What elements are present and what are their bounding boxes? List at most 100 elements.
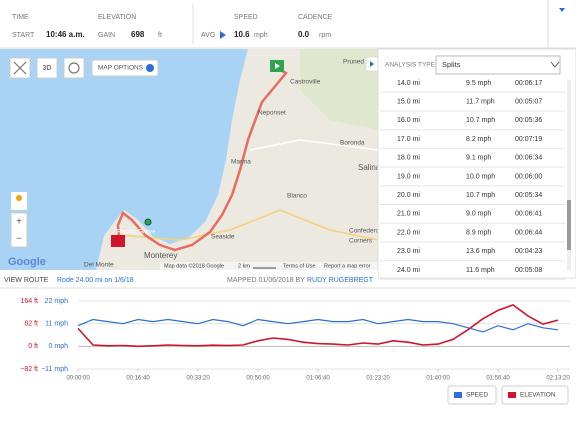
route-line	[116, 66, 288, 252]
label: CADENCE	[298, 14, 333, 21]
end-marker[interactable]	[111, 235, 125, 247]
legend-button[interactable]	[447, 385, 497, 405]
fullscreen-icon	[13, 61, 27, 75]
legend-button[interactable]	[501, 385, 569, 405]
pegman-icon	[16, 195, 22, 201]
label: START	[12, 32, 35, 39]
cell: 00:06:00	[515, 173, 542, 180]
cell: 00:05:34	[515, 192, 542, 199]
place: Salina	[358, 163, 381, 172]
scrollbar-track[interactable]	[567, 80, 571, 270]
unit: ft	[158, 32, 162, 39]
road	[249, 139, 379, 151]
cell: 8.2 mph	[466, 136, 491, 143]
toggle-icon	[370, 61, 374, 67]
attribution: Map data ©2018 Google	[164, 262, 224, 269]
water	[0, 49, 248, 270]
place: Monterey	[144, 251, 177, 260]
legend-swatch	[508, 392, 516, 398]
unit: mph	[254, 32, 268, 39]
rotate-icon	[68, 62, 80, 74]
cell: 22.0 mi	[397, 229, 420, 236]
legend-label: ELEVATION	[520, 392, 556, 399]
place: Blanco	[287, 193, 307, 200]
place: Boronda	[340, 140, 365, 147]
y2-tick-label: 11 mph	[45, 321, 68, 328]
attribution-bar	[160, 262, 378, 270]
y2-tick-label: 22 mph	[45, 298, 68, 305]
cell: 9.5 mph	[466, 80, 491, 87]
cell: 14.0 mi	[397, 80, 420, 87]
select-arrow	[550, 61, 560, 68]
cell: 24.0 mi	[397, 267, 420, 274]
y-tick-label: −82 ft	[20, 366, 38, 373]
y-tick-label: 0 ft	[28, 343, 38, 350]
button-label: MAP OPTIONS	[98, 65, 144, 72]
cell: 00:05:36	[515, 117, 542, 124]
place: Confedera	[349, 228, 380, 235]
expand-icon[interactable]	[220, 31, 226, 39]
label: ELEVATION	[98, 14, 136, 21]
x-tick-label: 01:06:40	[306, 376, 330, 382]
cell: 00:04:23	[515, 248, 542, 255]
view-route[interactable]: VIEW ROUTE	[4, 277, 49, 284]
map-options-button[interactable]	[91, 59, 159, 77]
place: Del Monte	[84, 262, 114, 269]
dropdown-icon	[146, 64, 154, 72]
place: Pruned	[343, 59, 364, 66]
road	[119, 209, 379, 241]
zoom-out[interactable]: −	[16, 234, 22, 245]
label: ANALYSIS TYPE:	[385, 62, 437, 69]
cell: 10.7 mph	[466, 192, 495, 199]
collapse-icon[interactable]	[559, 8, 565, 12]
series-line	[77, 304, 559, 348]
ride-link[interactable]: Rode 24.00 mi on 1/6/18	[57, 277, 134, 284]
zoom-in[interactable]: +	[16, 217, 22, 228]
cell: 10.7 mph	[466, 117, 495, 124]
select-value: Splits	[442, 60, 461, 69]
3d-button[interactable]	[36, 57, 58, 79]
cell: 11.6 mph	[466, 267, 495, 274]
park	[300, 49, 378, 130]
mapped: MAPPED 01/06/2018 BY	[227, 277, 305, 284]
x-tick-label: 01:40:00	[426, 376, 450, 382]
label: TIME	[12, 14, 29, 21]
start-icon	[275, 63, 280, 69]
button-label: 3D	[43, 65, 52, 72]
scrollbar-thumb[interactable]	[567, 200, 571, 250]
place: Neponset	[258, 110, 286, 117]
cell: 00:06:17	[515, 80, 542, 87]
cell: 20.0 mi	[397, 192, 420, 199]
unit: rpm	[319, 32, 331, 39]
place: Pacific Grove	[117, 229, 156, 236]
report-link[interactable]: Report a map error	[324, 263, 371, 269]
value: 10.6	[234, 30, 250, 39]
map-logo: Google	[8, 256, 46, 268]
cell: 8.9 mph	[466, 229, 491, 236]
x-tick-label: 00:16:40	[126, 376, 150, 382]
rotate-button[interactable]	[63, 57, 85, 79]
zoom-control[interactable]	[10, 212, 28, 248]
pin	[144, 218, 152, 226]
y-tick-label: 164 ft	[20, 298, 38, 305]
x-tick-label: 02:13:20	[546, 376, 570, 382]
value: 698	[131, 30, 145, 39]
author-link[interactable]: RUDY RUGEBREGT	[307, 277, 374, 284]
y-tick-label: 82 ft	[24, 321, 38, 328]
terms-link[interactable]: Terms of Use	[283, 263, 315, 269]
cell: 13.6 mph	[466, 248, 495, 255]
header	[0, 0, 576, 48]
map[interactable]: 3D MAP OPTIONS + − Pruned Castroville Ne…	[0, 49, 381, 270]
series-line	[77, 318, 559, 333]
cell: 9.1 mph	[466, 155, 491, 162]
chart: −82 ft 0 ft 82 ft 164 ft −11 mph 0 mph 11 mph 2…	[20, 298, 570, 405]
route-bar	[0, 270, 378, 288]
analysis-select[interactable]	[435, 55, 561, 75]
panel-bg	[377, 48, 576, 279]
place: Marina	[231, 159, 251, 166]
place: Corners	[349, 238, 373, 245]
cell: 10.0 mph	[466, 173, 495, 180]
label: AVG	[201, 32, 215, 39]
label: SPEED	[234, 14, 258, 21]
